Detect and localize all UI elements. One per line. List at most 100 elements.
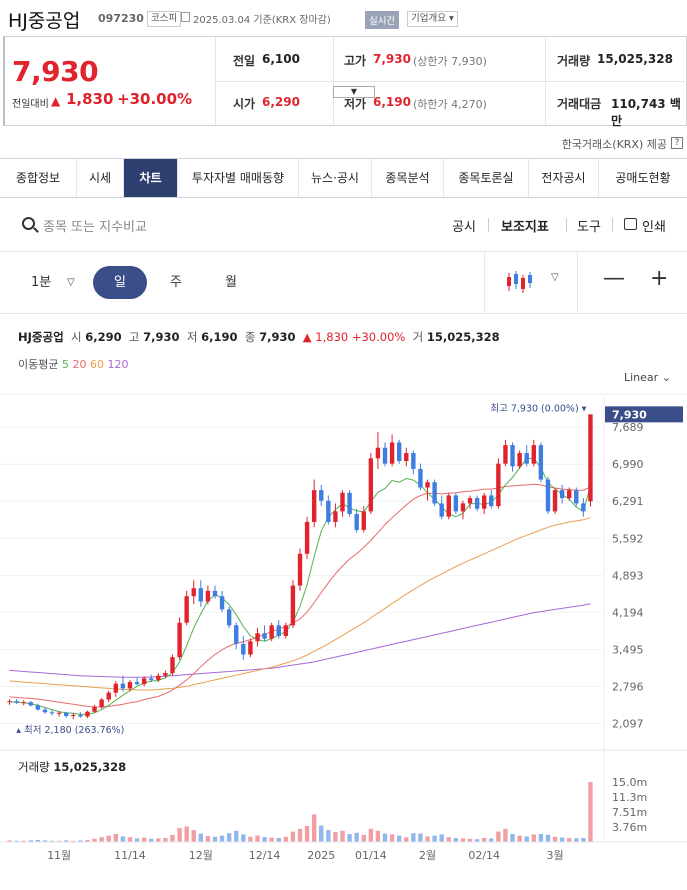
minute-select[interactable]: 1분 xyxy=(31,275,52,290)
volume-bar xyxy=(198,833,204,842)
expand-quote-button[interactable]: ▼ xyxy=(333,86,375,98)
candle-body xyxy=(567,490,572,499)
volume-tick-label: 3.76m xyxy=(612,821,647,834)
up-arrow-icon: ▲ xyxy=(51,94,61,108)
corp-info-dropdown[interactable]: 기업개요 ▾ xyxy=(407,11,458,27)
candle-body xyxy=(276,625,281,636)
realtime-button[interactable]: 실시간 xyxy=(365,11,400,29)
period-week-button[interactable]: 주 xyxy=(170,275,182,290)
volume-bar xyxy=(326,830,331,842)
stock-header: HJ중공업 097230 코스피 2025.03.04 기준(KRX 장마감) … xyxy=(0,0,687,36)
print-button[interactable]: 인쇄 xyxy=(642,220,666,235)
volume-tick-label: 11.3m xyxy=(612,791,647,804)
candle-body xyxy=(290,585,296,626)
last-price-label: 7,930 xyxy=(612,408,647,421)
high-label: 고가 xyxy=(344,54,367,68)
period-day-button[interactable]: 일 xyxy=(93,266,147,299)
zoom-in-button[interactable]: + xyxy=(650,266,669,291)
volume-bar xyxy=(177,828,182,842)
zoom-out-button[interactable]: — xyxy=(603,266,625,291)
volume-bar xyxy=(510,834,515,842)
chart-stock-name: HJ중공업 xyxy=(18,330,64,344)
tab-price[interactable]: 시세 xyxy=(77,159,124,197)
volume-bar xyxy=(382,833,388,842)
candle-body xyxy=(496,463,501,507)
x-tick-label: 11/14 xyxy=(114,849,146,862)
close-value: 7,930 xyxy=(259,330,296,344)
volume-label: 거래량 xyxy=(557,54,591,68)
max-annotation: 최고 7,930 (0.00%) ▾ xyxy=(490,403,586,414)
candle-body xyxy=(474,498,480,509)
candle-body xyxy=(7,701,12,703)
tab-investor[interactable]: 투자자별 매매동향 xyxy=(178,159,299,197)
ma60-line xyxy=(9,517,591,691)
trade-amount-label: 거래대금 xyxy=(557,97,602,111)
ma-legend[interactable]: 이동평균 5 20 60 120 xyxy=(18,356,128,372)
low-value: 6,190 xyxy=(373,95,411,109)
high-label: 고 xyxy=(128,330,140,344)
candle-body xyxy=(184,596,189,623)
candle-body xyxy=(106,692,111,700)
tab-short-selling[interactable]: 공매도현황 xyxy=(615,171,671,185)
current-price: 7,930 xyxy=(12,55,99,88)
ma120-label: 120 xyxy=(107,358,129,371)
candle-body xyxy=(382,447,388,464)
tab-chart[interactable]: 차트 xyxy=(124,159,178,197)
period-month-button[interactable]: 월 xyxy=(225,275,237,290)
volume-bar xyxy=(368,828,374,842)
chevron-down-icon: ▾ xyxy=(449,13,454,24)
open-label: 시가 xyxy=(233,97,256,111)
volume-bar xyxy=(78,840,83,842)
tab-disclosure[interactable]: 전자공시 xyxy=(529,159,599,197)
info-icon[interactable]: ? xyxy=(671,137,683,149)
tab-overview[interactable]: 종합정보 xyxy=(0,159,77,197)
compare-search-input[interactable]: 종목 또는 지수비교 xyxy=(43,220,147,235)
volume-bar xyxy=(134,838,140,842)
volume-title-label: 거래량 xyxy=(18,760,50,774)
volume-bar xyxy=(489,838,494,842)
candle-body xyxy=(35,705,41,710)
volume-bar xyxy=(474,839,480,842)
candle-body xyxy=(28,702,33,706)
y-tick-label: 2,097 xyxy=(612,718,644,731)
ma-legend-label: 이동평균 xyxy=(18,358,59,371)
tab-discussion[interactable]: 종목토론실 xyxy=(444,159,529,197)
disclosure-button[interactable]: 공시 xyxy=(452,220,476,235)
candle-body xyxy=(354,514,359,530)
volume-bar xyxy=(156,838,161,842)
volume-bar xyxy=(269,837,274,842)
y-tick-label: 6,291 xyxy=(612,495,644,508)
volume-bar xyxy=(49,840,55,842)
candle-body xyxy=(333,511,338,522)
search-icon[interactable] xyxy=(22,217,35,230)
volume-bar xyxy=(411,833,416,842)
candle-body xyxy=(361,511,366,530)
candle-body xyxy=(141,678,147,685)
volume-bar xyxy=(311,814,317,842)
candle-body xyxy=(446,495,451,517)
tools-button[interactable]: 도구 xyxy=(577,220,601,235)
print-icon[interactable] xyxy=(624,218,637,230)
chart-type-select[interactable]: ▽ xyxy=(484,252,578,313)
candle-body xyxy=(219,596,225,610)
tab-news[interactable]: 뉴스·공시 xyxy=(299,159,372,197)
tab-analysis[interactable]: 종목분석 xyxy=(372,159,444,197)
volume-bar xyxy=(290,831,296,842)
chevron-down-icon[interactable]: ▽ xyxy=(67,277,75,288)
volume-bar xyxy=(283,836,289,842)
indicator-button[interactable]: 보조지표 xyxy=(501,220,549,235)
prev-close-label: 전일 xyxy=(233,54,256,68)
candle-body xyxy=(510,445,515,467)
open-value: 6,290 xyxy=(262,95,300,109)
volume-bar xyxy=(92,838,97,842)
scale-select[interactable]: Linear ⌄ xyxy=(624,371,671,384)
candle-body xyxy=(531,445,536,464)
candle-body xyxy=(56,712,62,714)
volume-bar xyxy=(481,838,487,842)
candle-body xyxy=(120,683,126,689)
divider xyxy=(488,218,489,232)
high-value: 7,930 xyxy=(373,52,411,66)
scale-label: Linear xyxy=(624,371,659,384)
candle-body xyxy=(503,445,508,464)
